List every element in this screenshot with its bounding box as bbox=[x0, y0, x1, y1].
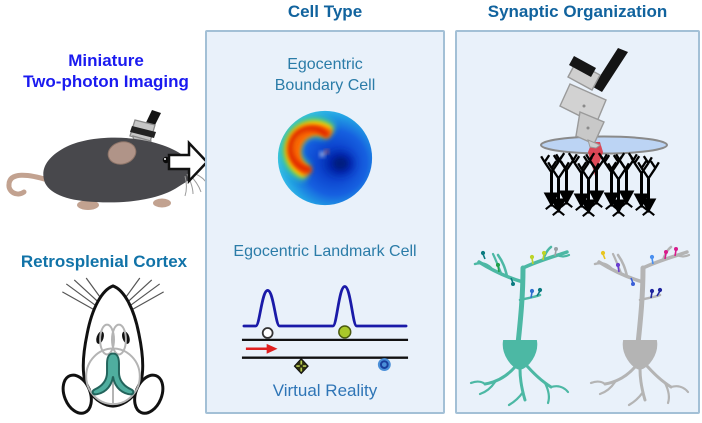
cranial-window-lens bbox=[540, 135, 668, 155]
pyramidal-neuron-teal bbox=[469, 245, 571, 407]
blue-target-cue-icon bbox=[377, 358, 391, 372]
dendritic-spines bbox=[600, 247, 678, 299]
neuron-population-row bbox=[539, 151, 661, 218]
synaptic-organization-title: Synaptic Organization bbox=[487, 2, 668, 21]
boundary-cell-ratemap bbox=[277, 110, 373, 206]
neuron-soma bbox=[502, 340, 538, 371]
mouse-hind-foot bbox=[77, 200, 99, 210]
method-label-line1: Miniature bbox=[68, 51, 144, 70]
region-label: Retrosplenial Cortex bbox=[20, 252, 188, 271]
mouse-miniscope-illustration bbox=[6, 110, 206, 210]
pyramidal-neuron-gray bbox=[589, 245, 691, 407]
run-direction-arrow bbox=[245, 343, 278, 354]
microscope-body bbox=[559, 48, 628, 149]
neuron-dendrites bbox=[589, 245, 691, 407]
method-label: Miniature Two-photon Imaging bbox=[0, 50, 212, 92]
boundary-cell-label: Egocentric Boundary Cell bbox=[274, 56, 376, 94]
mouse-front-foot bbox=[153, 198, 171, 208]
two-photon-microscope-illustration bbox=[539, 48, 668, 218]
neuron-soma bbox=[622, 340, 658, 371]
diamond-cue-icon bbox=[293, 357, 309, 375]
cell-type-title: Cell Type bbox=[287, 2, 363, 21]
right-block-arrow-icon bbox=[167, 139, 209, 185]
synaptic-organization-panel bbox=[455, 30, 700, 414]
landmark-olive-circle bbox=[338, 325, 352, 339]
mouse-tail bbox=[6, 172, 51, 197]
neuron-dendrites bbox=[469, 245, 571, 407]
retrosplenial-cortex-region bbox=[91, 352, 135, 396]
laser-beam bbox=[588, 142, 603, 176]
mouse-body bbox=[43, 137, 196, 203]
method-label-line2: Two-photon Imaging bbox=[23, 72, 189, 91]
mouse-ear bbox=[107, 141, 137, 165]
landmark-cell-schematic bbox=[241, 285, 409, 375]
landmark-cell-label: Egocentric Landmark Cell bbox=[233, 243, 417, 260]
cell-type-panel: Egocentric Boundary Cell bbox=[205, 30, 445, 414]
head-whiskers bbox=[62, 277, 164, 311]
activity-trace bbox=[242, 285, 408, 328]
landmark-open-circle bbox=[261, 327, 274, 339]
virtual-reality-label: Virtual Reality bbox=[272, 381, 378, 400]
dendritic-spines bbox=[480, 247, 558, 299]
mouse-head-brain-illustration bbox=[61, 277, 165, 415]
